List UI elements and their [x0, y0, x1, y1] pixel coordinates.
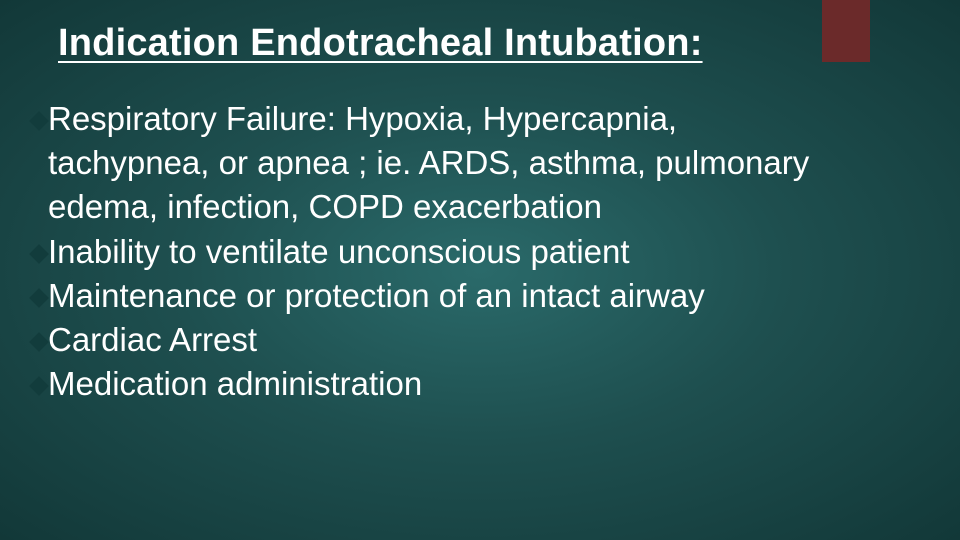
bullet-text: Medication administration: [48, 365, 422, 402]
bullet-diamond-icon: [29, 332, 49, 352]
bullet-diamond-icon: [29, 377, 49, 397]
slide-content: Respiratory Failure: Hypoxia, Hypercapni…: [30, 98, 930, 408]
bullet-item: Inability to ventilate unconscious patie…: [30, 231, 930, 273]
bullet-item: Respiratory Failure: Hypoxia, Hypercapni…: [30, 98, 930, 140]
bullet-continuation: tachypnea, or apnea ; ie. ARDS, asthma, …: [30, 142, 930, 184]
bullet-item: Cardiac Arrest: [30, 319, 930, 361]
accent-bar: [822, 0, 870, 62]
bullet-item: Medication administration: [30, 363, 930, 405]
bullet-text: Respiratory Failure: Hypoxia, Hypercapni…: [48, 100, 677, 137]
bullet-diamond-icon: [29, 244, 49, 264]
slide-title: Indication Endotracheal Intubation:: [58, 22, 703, 65]
bullet-text: Maintenance or protection of an intact a…: [48, 277, 705, 314]
bullet-text: Inability to ventilate unconscious patie…: [48, 233, 630, 270]
bullet-diamond-icon: [29, 288, 49, 308]
bullet-text: Cardiac Arrest: [48, 321, 257, 358]
bullet-item: Maintenance or protection of an intact a…: [30, 275, 930, 317]
bullet-continuation: edema, infection, COPD exacerbation: [30, 186, 930, 228]
bullet-diamond-icon: [29, 111, 49, 131]
